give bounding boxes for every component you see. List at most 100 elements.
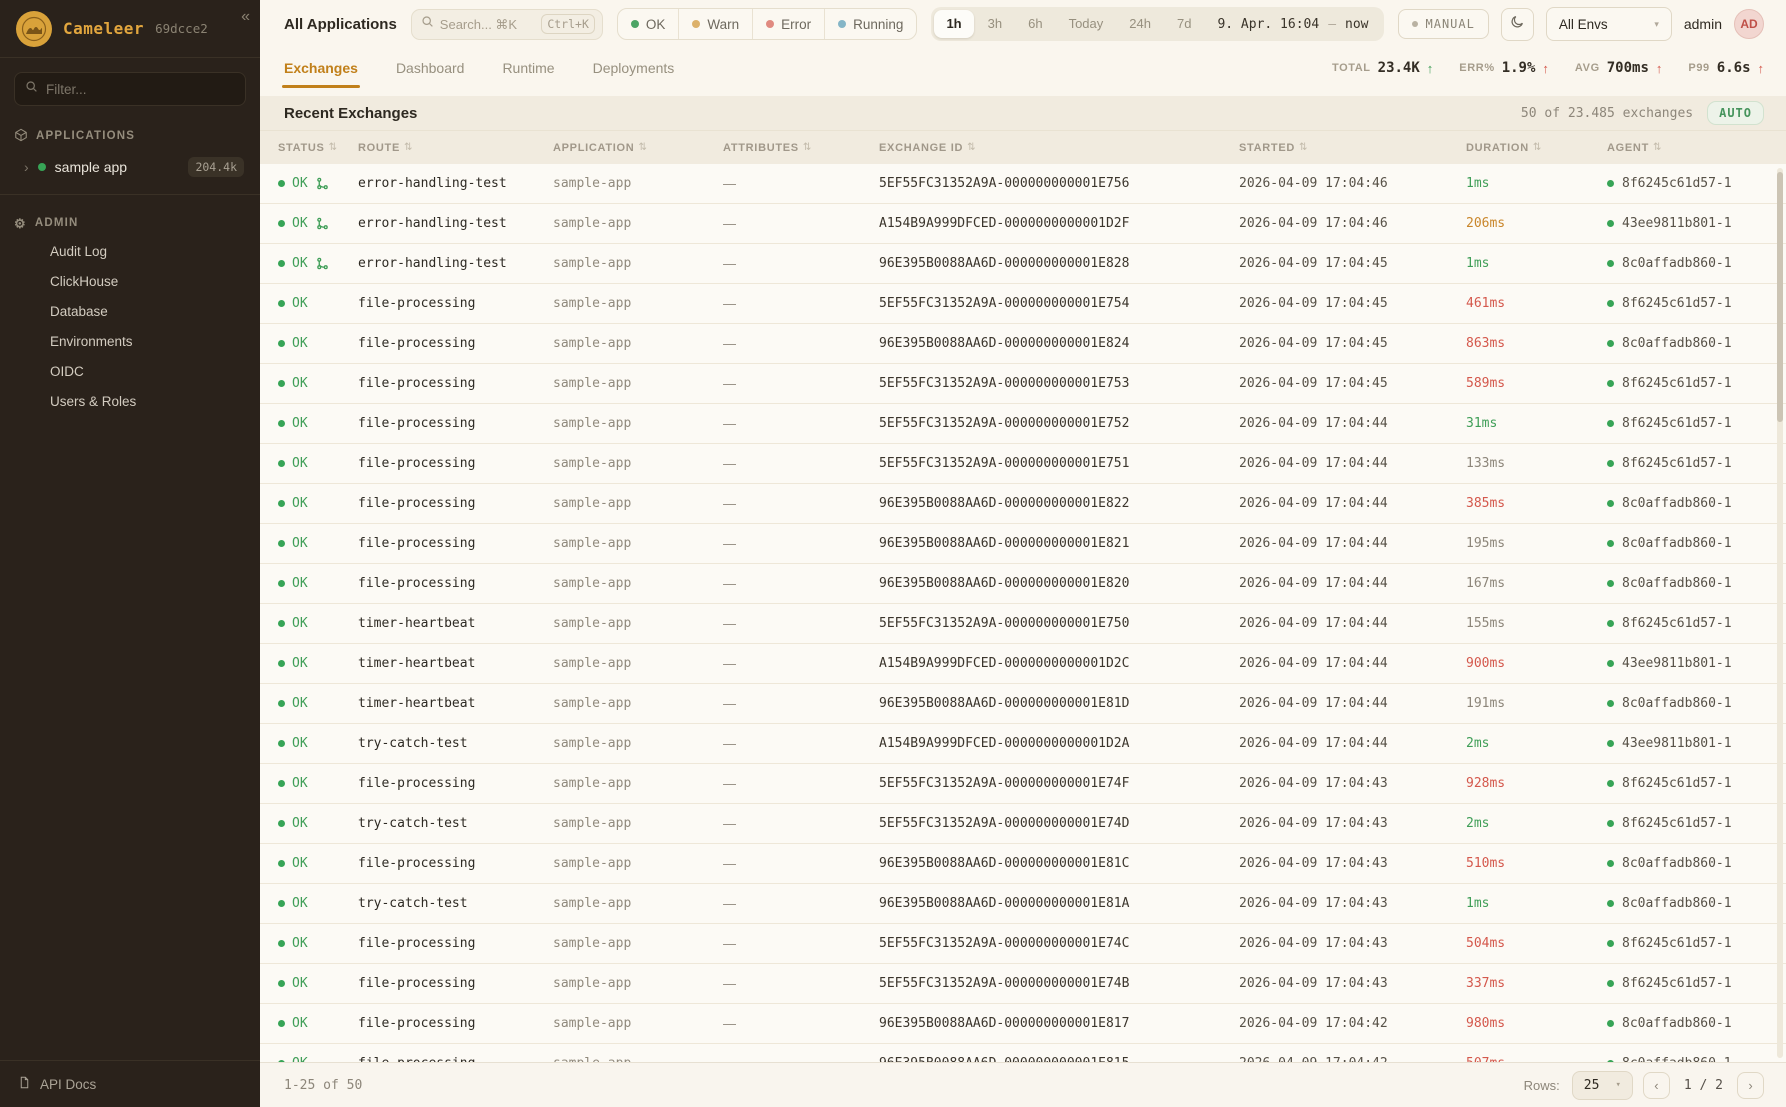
started-cell: 2026-04-09 17:04:43 [1239, 856, 1388, 871]
table-row[interactable]: OK try-catch-test sample-app — 96E395B00… [260, 884, 1786, 924]
table-row[interactable]: OK timer-heartbeat sample-app — A154B9A9… [260, 644, 1786, 684]
route-cell: file-processing [358, 576, 476, 591]
time-range-today[interactable]: Today [1068, 16, 1104, 31]
auto-refresh-badge[interactable]: AUTO [1707, 101, 1764, 125]
ok-status-dot [278, 740, 285, 747]
table-row[interactable]: OK file-processing sample-app — 96E395B0… [260, 844, 1786, 884]
stat-p99: P99 6.6s ↑ [1688, 60, 1764, 76]
table-row[interactable]: OK file-processing sample-app — 96E395B0… [260, 564, 1786, 604]
column-header-exchange-id[interactable]: EXCHANGE ID ⇅ [879, 141, 977, 154]
column-header-agent[interactable]: AGENT ⇅ [1607, 141, 1663, 154]
ok-status-dot [278, 700, 285, 707]
sidebar-item-environments[interactable]: Environments [50, 334, 133, 349]
search-shortcut-badge: Ctrl+K [541, 14, 595, 34]
chevron-right-icon[interactable]: › [24, 159, 29, 175]
column-header-route[interactable]: ROUTE ⇅ [358, 141, 414, 154]
table-row[interactable]: OK file-processing sample-app — 96E395B0… [260, 1044, 1786, 1062]
table-row[interactable]: OK file-processing sample-app — 5EF55FC3… [260, 964, 1786, 1004]
sidebar-item-audit-log[interactable]: Audit Log [50, 244, 108, 259]
route-cell: try-catch-test [358, 816, 468, 831]
sidebar-item-database[interactable]: Database [50, 304, 108, 319]
started-cell: 2026-04-09 17:04:43 [1239, 816, 1388, 831]
ok-status-dot [278, 900, 285, 907]
sidebar-filter-input[interactable] [46, 81, 235, 97]
table-row[interactable]: OK try-catch-test sample-app — A154B9A99… [260, 724, 1786, 764]
time-range-24h[interactable]: 24h [1129, 16, 1151, 31]
status-text: OK [292, 176, 308, 191]
sidebar: Cameleer 69dcce2 « APPLICATIONS › sample… [0, 0, 260, 1107]
rows-per-page-select[interactable]: 25 ▾ [1571, 1070, 1633, 1100]
time-range-7d[interactable]: 7d [1176, 16, 1192, 31]
table-row[interactable]: OK error-handling-test sample-app — 96E3… [260, 244, 1786, 284]
tab-dashboard[interactable]: Dashboard [395, 60, 465, 76]
time-range-6h[interactable]: 6h [1028, 16, 1043, 31]
table-row[interactable]: OK file-processing sample-app — 5EF55FC3… [260, 924, 1786, 964]
exchange-id-cell: A154B9A999DFCED-0000000000001D2F [879, 216, 1130, 231]
time-range-3h[interactable]: 3h [987, 16, 1003, 31]
refresh-mode-button[interactable]: MANUAL [1397, 9, 1489, 39]
theme-toggle-button[interactable] [1500, 7, 1534, 41]
sidebar-collapse-icon[interactable]: « [241, 8, 250, 25]
sidebar-item-api-docs[interactable]: API Docs [0, 1060, 260, 1107]
filter-chip-running[interactable]: Running [824, 9, 916, 39]
started-cell: 2026-04-09 17:04:44 [1239, 736, 1388, 751]
range-separator: — [1328, 16, 1337, 32]
tab-exchanges[interactable]: Exchanges [282, 48, 360, 88]
time-range-display[interactable]: 9. Apr. 16:04 — now [1205, 17, 1380, 32]
ok-status-dot [278, 220, 285, 227]
table-row[interactable]: OK file-processing sample-app — 96E395B0… [260, 324, 1786, 364]
table-row[interactable]: OK file-processing sample-app — 5EF55FC3… [260, 764, 1786, 804]
application-cell: sample-app [553, 456, 632, 471]
sidebar-filter-box[interactable] [14, 72, 246, 106]
status-cell: OK [278, 616, 358, 631]
rows-per-page-label: Rows: [1523, 1077, 1560, 1093]
column-header-duration[interactable]: DURATION ⇅ [1466, 141, 1542, 154]
table-row[interactable]: OK error-handling-test sample-app — A154… [260, 204, 1786, 244]
status-cell: OK [278, 456, 358, 471]
filter-chip-error[interactable]: Error [752, 9, 824, 39]
prev-page-button[interactable]: ‹ [1642, 1071, 1670, 1099]
tab-runtime[interactable]: Runtime [502, 60, 555, 76]
column-header-application[interactable]: APPLICATION ⇅ [553, 141, 648, 154]
table-row[interactable]: OK file-processing sample-app — 96E395B0… [260, 524, 1786, 564]
application-cell: sample-app [553, 1016, 632, 1031]
time-range-1h[interactable]: 1h [934, 10, 974, 38]
scrollbar-track[interactable] [1777, 168, 1783, 1058]
status-text: OK [292, 976, 308, 991]
range-end: now [1345, 16, 1369, 32]
global-search-input[interactable] [439, 16, 536, 32]
sidebar-item-sample-app[interactable]: › sample app 204.4k [14, 150, 246, 186]
agent-id: 8f6245c61d57-1 [1622, 456, 1732, 471]
sidebar-item-users-roles[interactable]: Users & Roles [50, 394, 137, 409]
caret-down-icon: ▾ [1615, 1080, 1621, 1090]
ok-status-dot [278, 1020, 285, 1027]
table-row[interactable]: OK file-processing sample-app — 96E395B0… [260, 484, 1786, 524]
started-cell: 2026-04-09 17:04:43 [1239, 896, 1388, 911]
filter-chip-ok[interactable]: OK [618, 9, 679, 39]
sidebar-item-clickhouse[interactable]: ClickHouse [50, 274, 119, 289]
filter-chip-warn[interactable]: Warn [678, 9, 752, 39]
table-row[interactable]: OK file-processing sample-app — 5EF55FC3… [260, 364, 1786, 404]
table-row[interactable]: OK file-processing sample-app — 5EF55FC3… [260, 404, 1786, 444]
next-page-button[interactable]: › [1737, 1071, 1764, 1099]
avatar[interactable]: AD [1734, 9, 1764, 39]
scrollbar-thumb[interactable] [1777, 172, 1783, 422]
table-row[interactable]: OK timer-heartbeat sample-app — 5EF55FC3… [260, 604, 1786, 644]
stat-value: 1.9% [1501, 60, 1536, 76]
caret-down-icon: ▾ [1654, 18, 1659, 29]
column-header-status[interactable]: STATUS ⇅ [278, 141, 338, 154]
table-row[interactable]: OK timer-heartbeat sample-app — 96E395B0… [260, 684, 1786, 724]
table-row[interactable]: OK error-handling-test sample-app — 5EF5… [260, 164, 1786, 204]
column-header-started[interactable]: STARTED ⇅ [1239, 141, 1309, 154]
table-row[interactable]: OK try-catch-test sample-app — 5EF55FC31… [260, 804, 1786, 844]
route-cell: file-processing [358, 1056, 553, 1062]
redelivery-fork-icon [316, 257, 329, 270]
env-select[interactable]: All Envs ▾ [1545, 7, 1672, 41]
tab-deployments[interactable]: Deployments [592, 60, 675, 76]
global-search-box[interactable]: Ctrl+K [410, 8, 603, 40]
table-row[interactable]: OK file-processing sample-app — 96E395B0… [260, 1004, 1786, 1044]
column-header-attributes[interactable]: ATTRIBUTES ⇅ [723, 141, 812, 154]
sidebar-item-oidc[interactable]: OIDC [50, 364, 84, 379]
table-row[interactable]: OK file-processing sample-app — 5EF55FC3… [260, 284, 1786, 324]
table-row[interactable]: OK file-processing sample-app — 5EF55FC3… [260, 444, 1786, 484]
